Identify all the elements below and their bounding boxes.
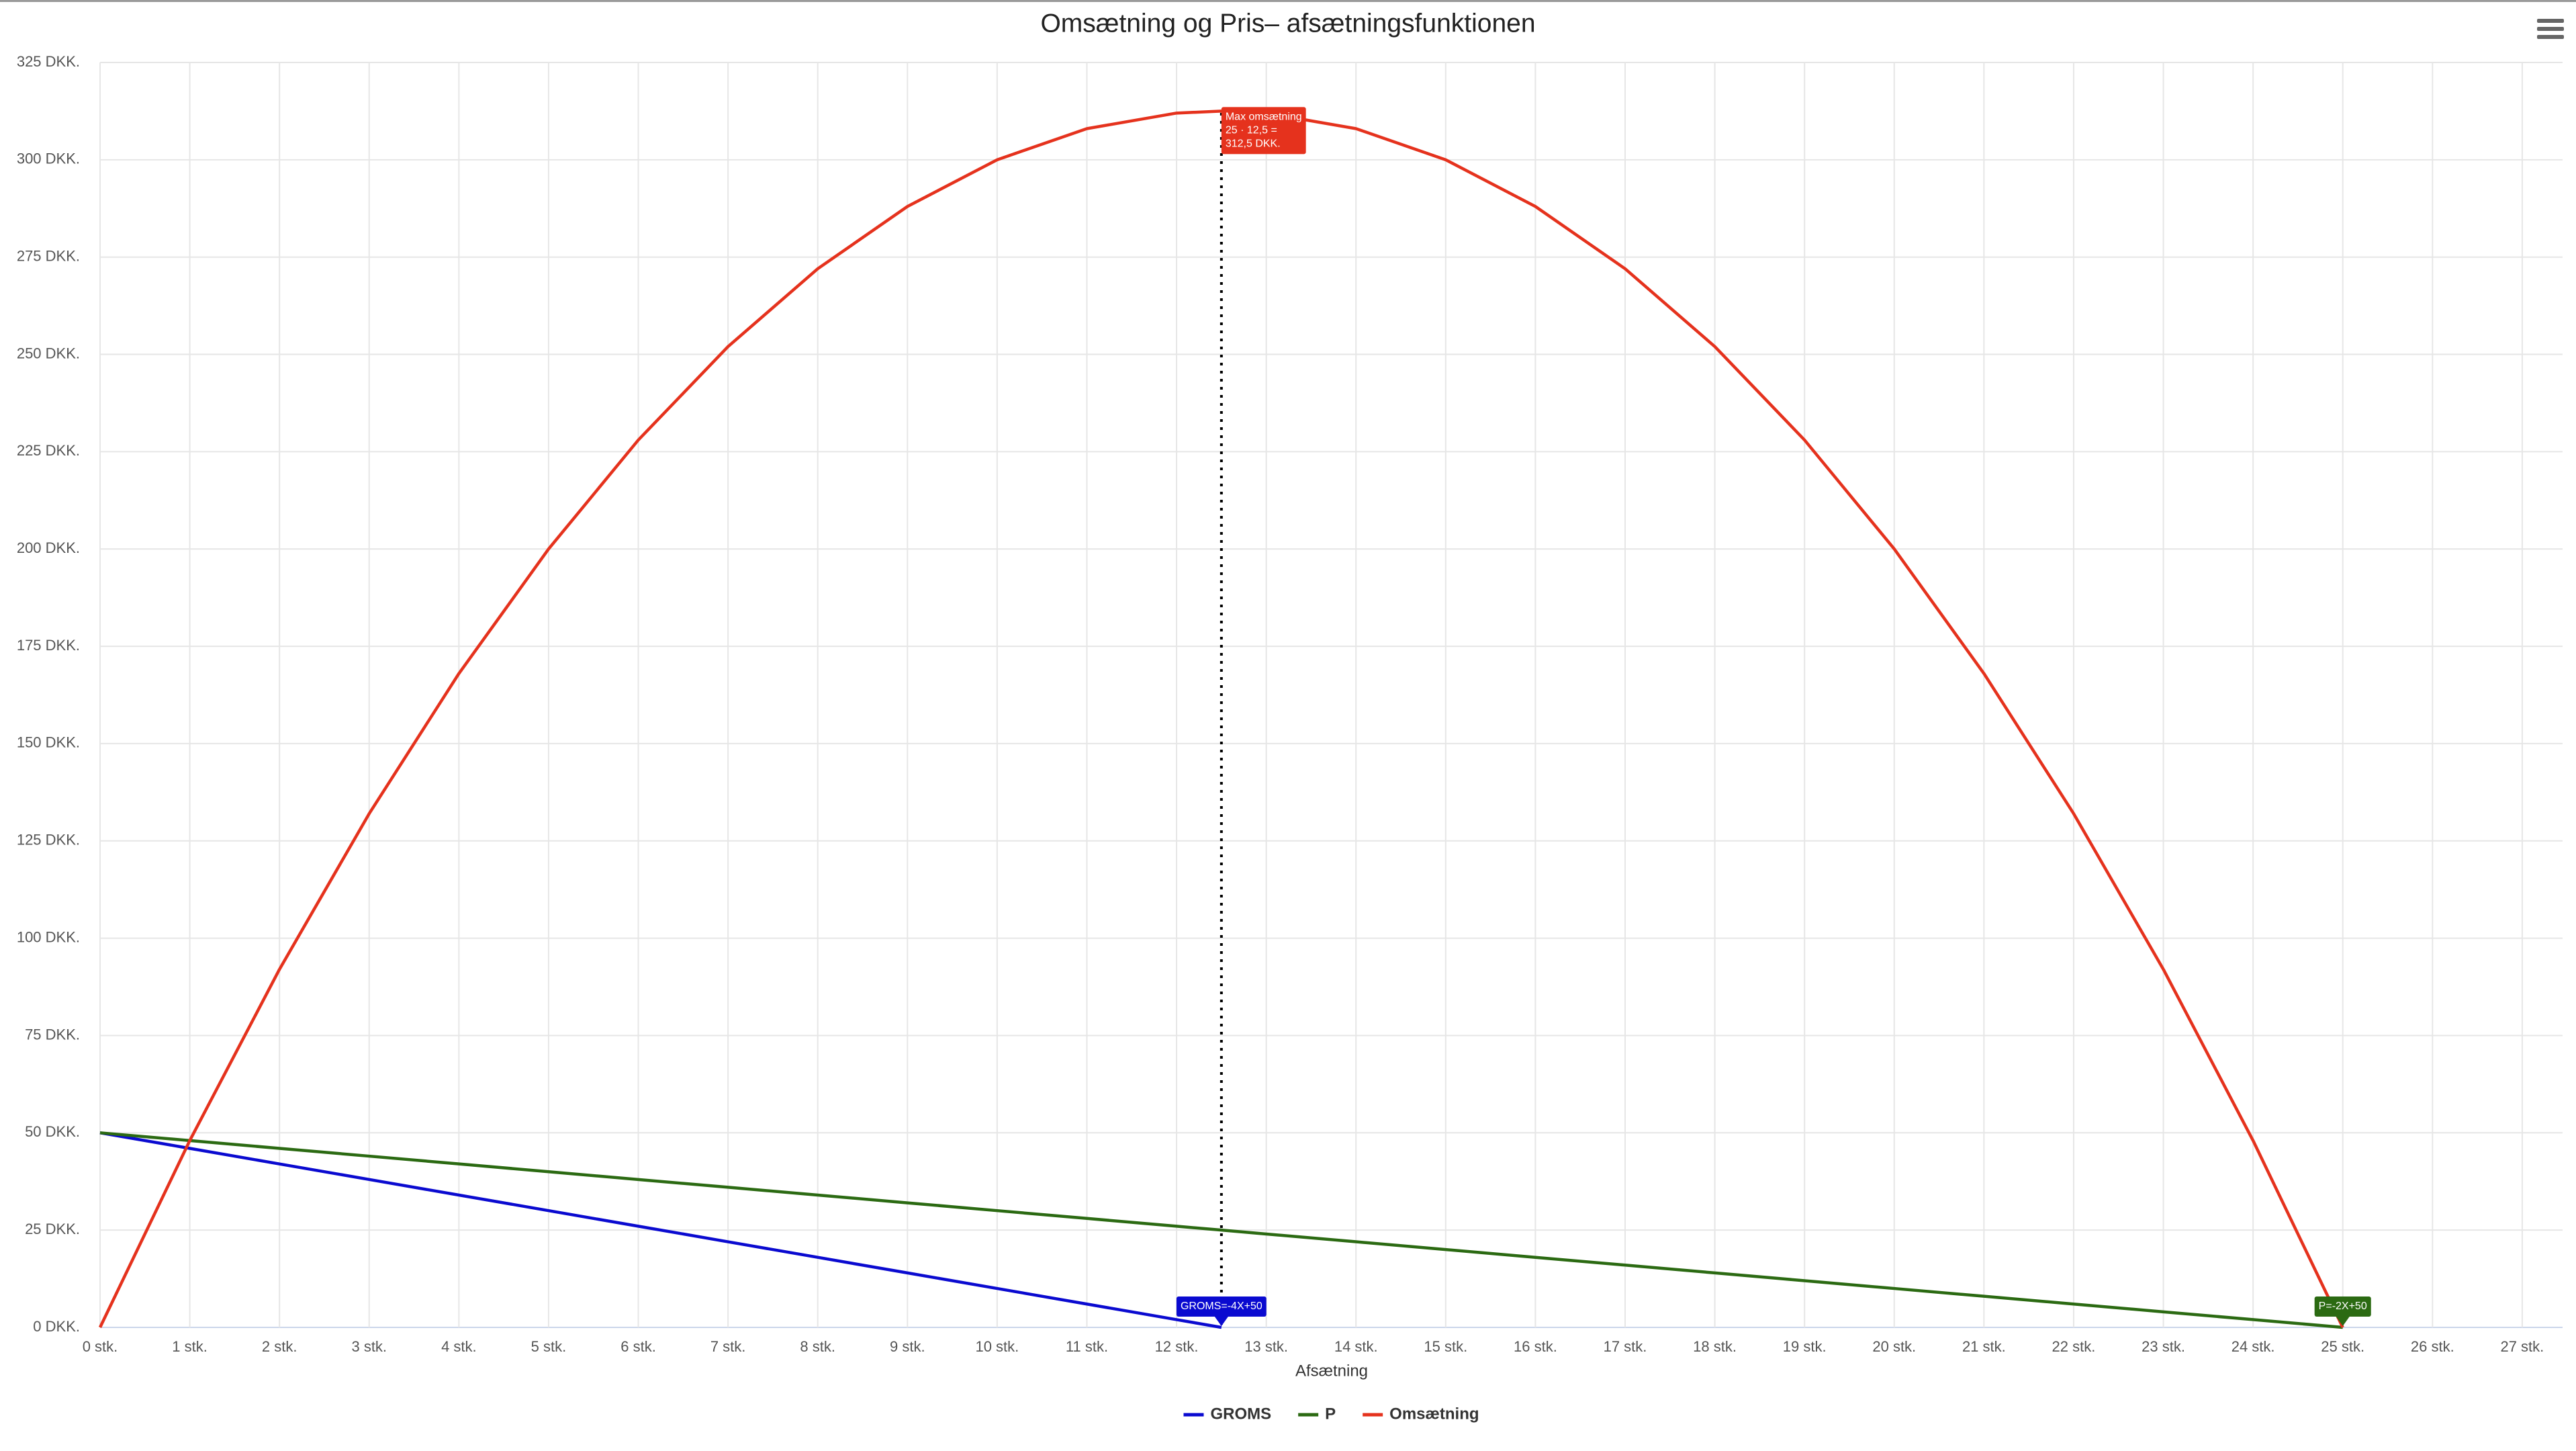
- legend-item[interactable]: GROMS: [1183, 1405, 1271, 1423]
- x-tick-label: 20 stk.: [1872, 1338, 1916, 1355]
- x-tick-label: 16 stk.: [1514, 1338, 1557, 1355]
- x-tick-label: 0 stk.: [83, 1338, 118, 1355]
- x-tick-label: 21 stk.: [1962, 1338, 2006, 1355]
- legend-item[interactable]: Omsætning: [1363, 1405, 1479, 1423]
- x-tick-label: 2 stk.: [262, 1338, 297, 1355]
- annotation: GROMS=-4X+50: [1176, 1296, 1267, 1326]
- y-tick-label: 325 DKK.: [17, 53, 80, 70]
- legend-label: Omsætning: [1389, 1405, 1479, 1423]
- x-tick-label: 25 stk.: [2321, 1338, 2364, 1355]
- menu-bar[interactable]: [2537, 27, 2564, 31]
- x-tick-label: 27 stk.: [2500, 1338, 2544, 1355]
- legend-label: GROMS: [1210, 1405, 1271, 1423]
- y-tick-label: 25 DKK.: [25, 1221, 80, 1237]
- x-tick-label: 26 stk.: [2411, 1338, 2454, 1355]
- y-tick-label: 0 DKK.: [33, 1318, 80, 1335]
- legend-label: P: [1325, 1405, 1336, 1423]
- menu-bar[interactable]: [2537, 35, 2564, 39]
- x-tick-label: 5 stk.: [531, 1338, 567, 1355]
- annotation-text: 312,5 DKK.: [1226, 138, 1281, 150]
- legend-item[interactable]: P: [1298, 1405, 1336, 1423]
- x-tick-label: 7 stk.: [710, 1338, 746, 1355]
- x-tick-label: 6 stk.: [620, 1338, 656, 1355]
- annotation-box: [1221, 107, 1306, 155]
- x-tick-label: 22 stk.: [2052, 1338, 2096, 1355]
- y-tick-label: 125 DKK.: [17, 832, 80, 848]
- x-tick-label: 4 stk.: [441, 1338, 477, 1355]
- y-tick-label: 300 DKK.: [17, 150, 80, 167]
- x-axis-title: Afsætning: [1295, 1362, 1368, 1380]
- x-tick-label: 23 stk.: [2142, 1338, 2185, 1355]
- x-tick-label: 12 stk.: [1155, 1338, 1199, 1355]
- series-line: [98, 109, 2344, 1328]
- x-tick-label: 24 stk.: [2232, 1338, 2275, 1355]
- x-tick-label: 8 stk.: [800, 1338, 835, 1355]
- annotation-text: GROMS=-4X+50: [1181, 1301, 1262, 1312]
- x-tick-label: 15 stk.: [1424, 1338, 1467, 1355]
- y-tick-label: 225 DKK.: [17, 442, 80, 459]
- x-tick-label: 17 stk.: [1604, 1338, 1647, 1355]
- series-line: [99, 1131, 2343, 1329]
- annotation-text: P=-2X+50: [2319, 1301, 2367, 1312]
- annotation-box: [2314, 1296, 2371, 1317]
- x-tick-label: 1 stk.: [172, 1338, 208, 1355]
- x-tick-label: 14 stk.: [1334, 1338, 1378, 1355]
- annotation: P=-2X+50: [2314, 1296, 2371, 1326]
- menu-bar[interactable]: [2537, 19, 2564, 23]
- grid: [99, 62, 2563, 1328]
- x-tick-label: 19 stk.: [1783, 1338, 1827, 1355]
- x-tick-label: 11 stk.: [1066, 1338, 1108, 1355]
- x-tick-label: 13 stk.: [1244, 1338, 1288, 1355]
- annotation: Max omsætning 25 · 12,5 = 312,5 DKK.: [1221, 107, 1306, 155]
- x-tick-label: 10 stk.: [975, 1338, 1019, 1355]
- series-line: [99, 1131, 1222, 1329]
- annotation-text: 25 · 12,5 =: [1226, 125, 1277, 136]
- y-tick-label: 200 DKK.: [17, 539, 80, 556]
- y-tick-label: 75 DKK.: [25, 1026, 80, 1043]
- chart-title: Omsætning og Pris– afsætningsfunktionen: [1040, 9, 1535, 38]
- annotation-text: Max omsætning: [1226, 112, 1302, 123]
- y-tick-label: 250 DKK.: [17, 345, 80, 361]
- x-tick-label: 9 stk.: [890, 1338, 925, 1355]
- y-tick-label: 100 DKK.: [17, 928, 80, 945]
- annotation-pointer: [2336, 1317, 2350, 1326]
- menu-button[interactable]: [2537, 19, 2564, 39]
- y-tick-label: 275 DKK.: [17, 248, 80, 265]
- x-tick-label: 18 stk.: [1693, 1338, 1737, 1355]
- annotation-pointer: [1214, 1317, 1228, 1326]
- y-tick-label: 175 DKK.: [17, 637, 80, 654]
- annotation-box: [1176, 1296, 1267, 1317]
- y-tick-label: 150 DKK.: [17, 734, 80, 751]
- x-tick-label: 3 stk.: [351, 1338, 387, 1355]
- y-tick-label: 50 DKK.: [25, 1123, 80, 1140]
- legend: GROMS P Omsætning: [1183, 1405, 1479, 1423]
